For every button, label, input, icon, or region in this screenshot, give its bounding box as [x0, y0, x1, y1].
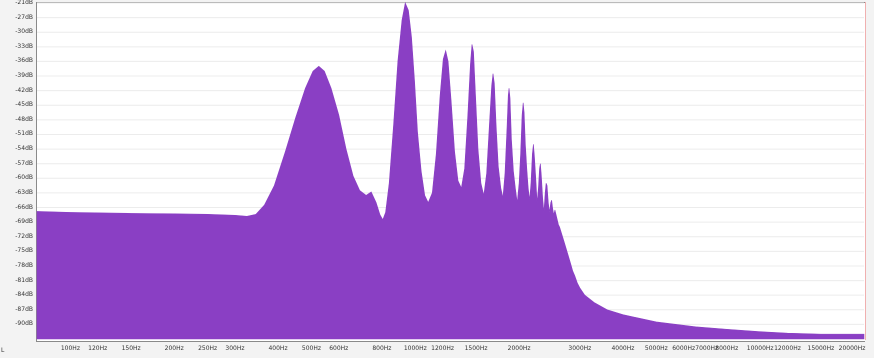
x-tick-label: 250Hz: [198, 345, 218, 352]
y-tick-label: -36dB: [15, 57, 33, 65]
y-tick-label: -63dB: [15, 188, 33, 196]
y-tick-label: -21dB: [15, 0, 33, 6]
x-tick-label: 600Hz: [329, 345, 349, 352]
y-tick-label: -90dB: [15, 320, 33, 328]
x-tick-label: 2000Hz: [507, 345, 531, 352]
x-tick-label: 4000Hz: [611, 345, 635, 352]
y-tick-label: -60dB: [15, 174, 33, 182]
y-tick-label: -30dB: [15, 28, 33, 36]
x-tick-label: 100Hz: [60, 345, 80, 352]
x-tick-label: 12000Hz: [774, 345, 801, 352]
x-tick-label: 10000Hz: [746, 345, 774, 352]
y-tick-label: -45dB: [15, 101, 33, 109]
corner-label: L: [1, 347, 5, 354]
x-tick-label: 6000Hz: [672, 345, 696, 352]
y-tick-label: -69dB: [15, 218, 33, 226]
y-tick-label: -51dB: [15, 130, 33, 138]
x-tick-label: 15000Hz: [807, 345, 835, 352]
y-tick-label: -57dB: [15, 159, 33, 167]
spectrum-area: [36, 1, 865, 340]
y-tick-label: -84dB: [15, 291, 33, 299]
x-tick-label: 500Hz: [301, 345, 322, 352]
right-boundary-marker: [865, 2, 866, 340]
x-tick-label: 1200Hz: [431, 345, 455, 352]
y-tick-label: -48dB: [15, 115, 33, 123]
x-tick-label: 20000Hz: [838, 345, 866, 352]
y-tick-label: -39dB: [15, 72, 33, 80]
y-tick-label: -42dB: [15, 86, 33, 94]
x-tick-label: 150Hz: [121, 345, 141, 352]
y-tick-label: -33dB: [15, 42, 33, 50]
x-tick-label: 120Hz: [88, 345, 108, 352]
y-tick-label: -75dB: [15, 247, 33, 255]
y-tick-label: -72dB: [15, 232, 33, 240]
y-tick-label: -27dB: [15, 13, 33, 21]
x-tick-label: 3000Hz: [568, 345, 592, 352]
x-tick-label: 200Hz: [164, 345, 184, 352]
x-tick-label: 1000Hz: [403, 345, 427, 352]
y-tick-label: -66dB: [15, 203, 33, 211]
x-tick-label: 300Hz: [225, 345, 245, 352]
x-tick-label: 1500Hz: [464, 345, 488, 352]
y-tick-label: -81dB: [15, 276, 33, 284]
x-tick-label: 7000Hz: [695, 345, 719, 352]
y-tick-label: -54dB: [15, 145, 33, 153]
x-tick-label: 8000Hz: [715, 345, 739, 352]
x-tick-label: 5000Hz: [644, 345, 668, 352]
y-tick-label: -78dB: [15, 261, 33, 269]
y-tick-label: -87dB: [15, 305, 33, 313]
x-tick-label: 400Hz: [268, 345, 288, 352]
x-tick-label: 800Hz: [372, 345, 392, 352]
